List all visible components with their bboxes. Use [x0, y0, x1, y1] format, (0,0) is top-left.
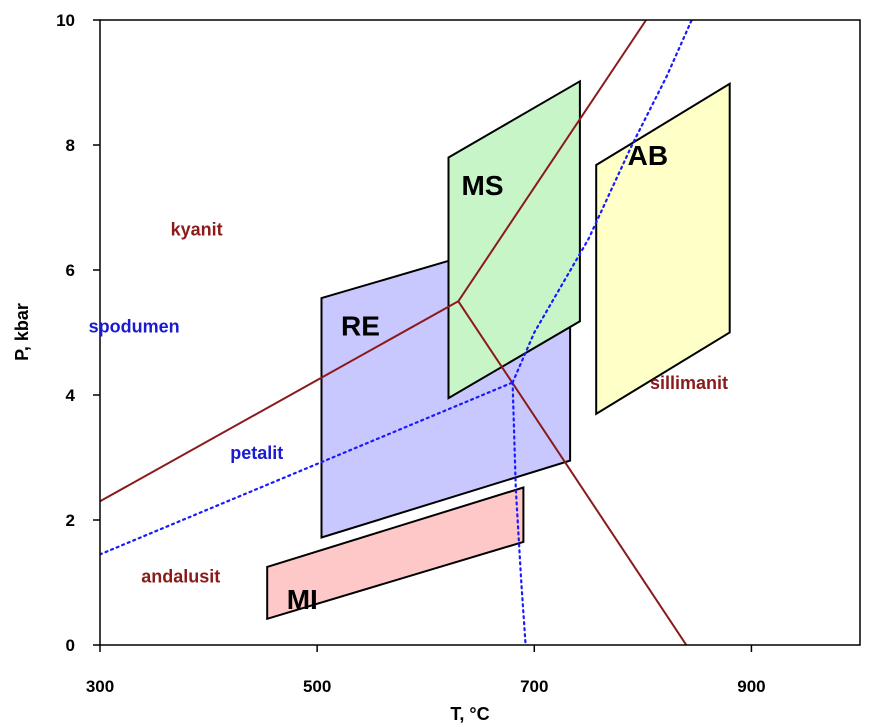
- y-tick-label: 8: [66, 136, 75, 155]
- x-tick-label: 300: [86, 677, 114, 696]
- series-line-petalite-boundary-lower: [511, 381, 527, 645]
- lines-layer: [100, 20, 693, 645]
- region-label-ms: MS: [462, 170, 504, 201]
- y-tick-label: 2: [66, 511, 75, 530]
- region-label-ab: AB: [628, 140, 668, 171]
- region-ab: [595, 82, 731, 416]
- series-line-spodumene-boundary-upper: [511, 20, 693, 384]
- plot-frame: [99, 19, 861, 646]
- x-tick-label: 700: [520, 677, 548, 696]
- annotation-sillimanit: sillimanit: [650, 373, 728, 393]
- x-tick-label: 500: [303, 677, 331, 696]
- x-axis-title: T, °C: [450, 704, 489, 724]
- annotation-spodumen: spodumen: [89, 317, 180, 337]
- series-line-spodumene-petalite: [100, 381, 514, 556]
- series-line-kyanite-sillimanite: [457, 20, 647, 302]
- x-tick-label: 900: [737, 677, 765, 696]
- region-label-mi: MI: [287, 584, 318, 615]
- series-line-kyanite-andalusite: [100, 300, 459, 503]
- labels-layer: RE MS AB MI kyanit spodumen andalusit sillimani…: [89, 140, 728, 615]
- annotation-petalit: petalit: [230, 443, 283, 463]
- annotation-andalusit: andalusit: [141, 567, 220, 587]
- y-axis-title: P, kbar: [12, 303, 32, 361]
- y-tick-label: 0: [66, 636, 75, 655]
- region-ms: [447, 79, 581, 400]
- y-tick-label: 6: [66, 261, 75, 280]
- series-line-andalusite-sillimanite: [457, 300, 688, 645]
- region-label-re: RE: [341, 311, 380, 342]
- annotation-kyanit: kyanit: [171, 220, 223, 240]
- y-tick-label: 10: [56, 11, 75, 30]
- region-mi: [266, 486, 525, 621]
- regions-layer: [266, 79, 731, 621]
- y-tick-label: 4: [66, 386, 76, 405]
- ticks-layer: 300 500 700 900 0 2 4 6 8 10: [56, 11, 766, 696]
